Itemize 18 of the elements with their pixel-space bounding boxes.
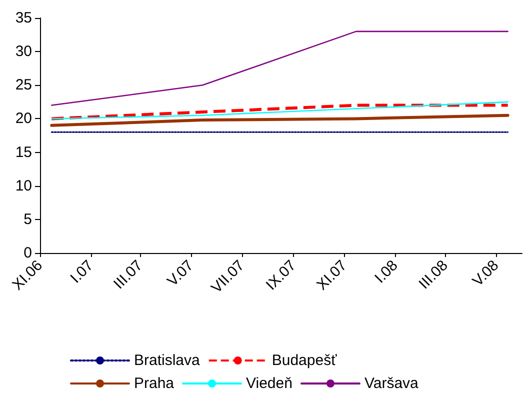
legend-label: Bratislava — [134, 352, 201, 369]
y-tick-label: 35 — [15, 10, 32, 26]
legend-label: Budapešť — [272, 352, 338, 369]
y-tick-label: 20 — [15, 110, 32, 128]
legend-label: Praha — [134, 375, 175, 392]
y-tick-label: 30 — [15, 43, 32, 60]
x-tick-label: I.07 — [67, 256, 97, 287]
x-tick-label: V.07 — [164, 256, 197, 290]
legend-label: Viedeň — [246, 375, 292, 392]
x-tick-label: I.08 — [372, 256, 402, 287]
y-tick-label: 10 — [15, 177, 32, 194]
y-tick-label: 5 — [24, 210, 32, 228]
line-series — [50, 114, 510, 127]
x-tick-label: V.08 — [469, 256, 502, 290]
y-tick-label: 0 — [24, 244, 32, 262]
legend-label: Varšava — [364, 375, 420, 392]
y-tick-label: 25 — [15, 76, 32, 94]
y-tick-label: 15 — [15, 144, 32, 161]
